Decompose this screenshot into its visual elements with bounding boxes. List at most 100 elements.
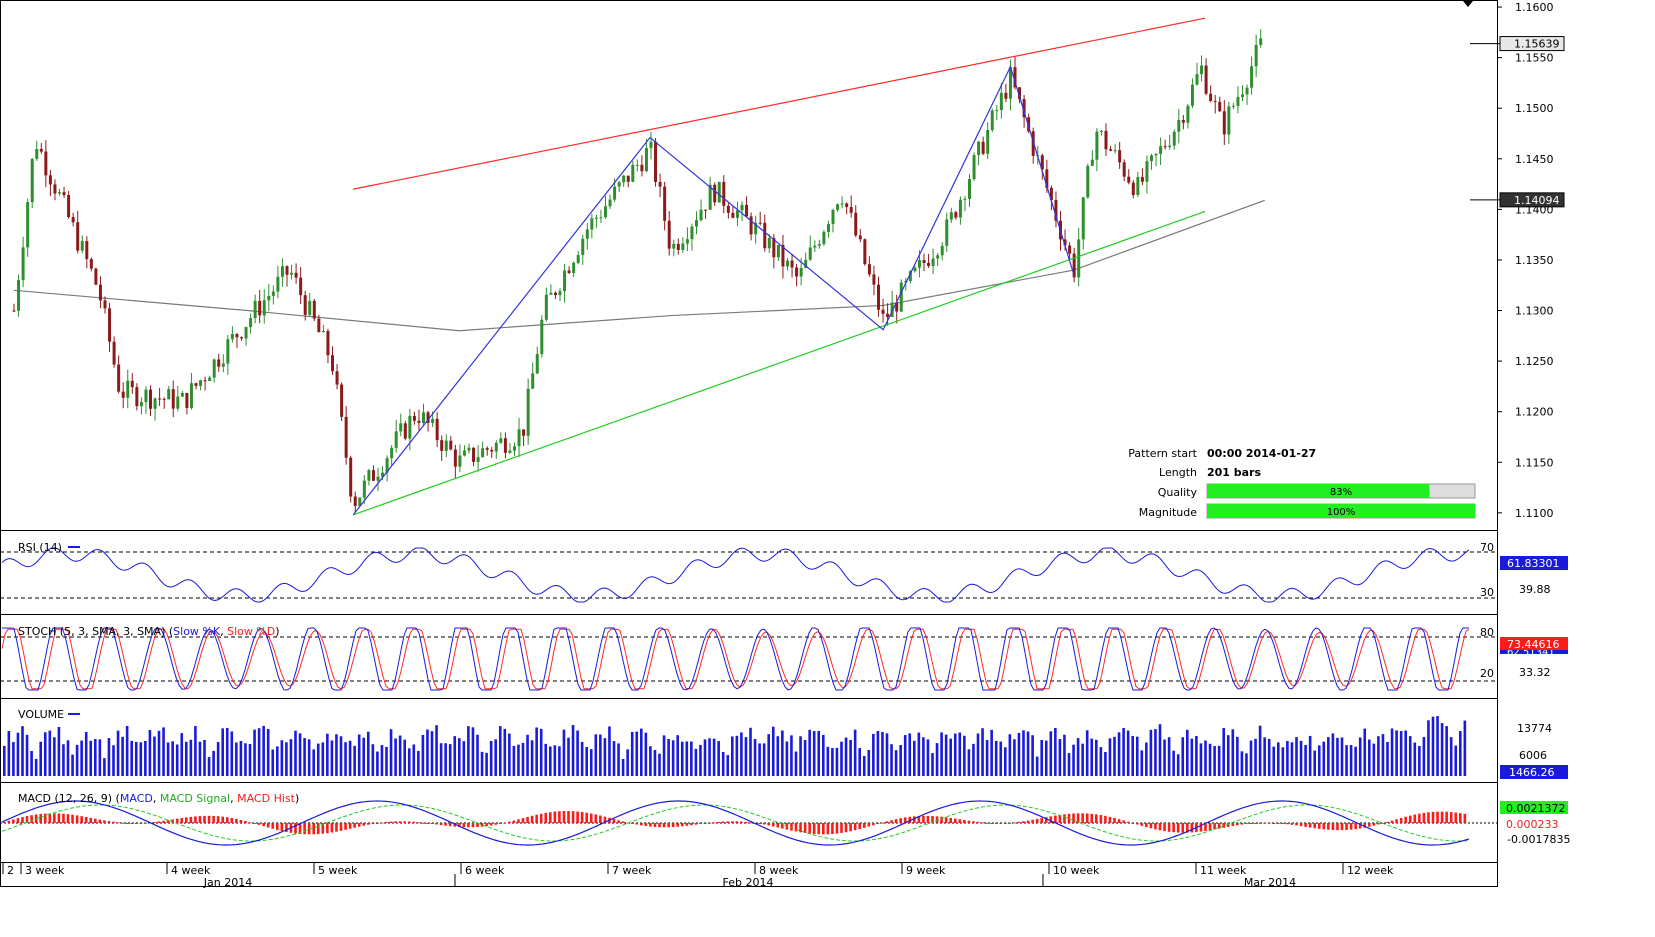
candle-up xyxy=(249,318,253,328)
candle-up xyxy=(1081,197,1085,240)
candle-up xyxy=(549,292,553,295)
volume-bar xyxy=(1368,739,1371,776)
candle-up xyxy=(517,429,521,447)
volume-bar xyxy=(1117,732,1121,776)
volume-bar xyxy=(685,741,689,776)
candle-up xyxy=(1077,239,1081,278)
macd-hist-bar xyxy=(476,823,479,828)
volume-bar xyxy=(330,740,334,776)
macd-hist-bar xyxy=(494,823,497,825)
volume-bar xyxy=(1140,750,1144,776)
volume-bar xyxy=(503,728,507,776)
volume-bar xyxy=(799,736,802,776)
volume-bar xyxy=(312,749,315,776)
macd-hist-bar xyxy=(239,819,243,823)
volume-bar xyxy=(872,733,875,776)
candle-up xyxy=(394,431,398,448)
volume-bar xyxy=(767,734,770,776)
candle-up xyxy=(531,373,535,389)
price-tick-label: 1.1250 xyxy=(1515,355,1554,368)
candle-up xyxy=(995,110,999,112)
volume-bar xyxy=(644,732,648,776)
macd-hist-bar xyxy=(1295,823,1298,826)
candle-up xyxy=(799,267,803,277)
macd-hist-bar xyxy=(1154,823,1157,830)
volume-bar xyxy=(248,744,252,776)
macd-hist-bar xyxy=(649,823,652,827)
macd-hist-bar xyxy=(1222,823,1225,828)
macd-hist-bar xyxy=(621,821,625,823)
volume-bar xyxy=(43,732,47,776)
stoch-comma: , xyxy=(220,625,227,638)
magnitude-bar-fill xyxy=(1207,504,1475,518)
volume-bar xyxy=(717,741,720,776)
candle-up xyxy=(1241,94,1244,97)
week-label: 5 week xyxy=(318,864,358,877)
volume-title: VOLUME xyxy=(18,708,64,721)
macd-hist-bar xyxy=(1408,815,1412,823)
volume-bar xyxy=(430,731,434,776)
macd-hist-bar xyxy=(835,823,839,834)
volume-bar xyxy=(1317,745,1321,776)
volume-bar xyxy=(858,748,861,776)
candle-up xyxy=(945,219,949,246)
candle-down xyxy=(981,141,985,154)
macd-hist-bar xyxy=(1040,818,1043,823)
candle-up xyxy=(126,380,130,398)
candle-up xyxy=(544,294,548,320)
macd-hist-bar xyxy=(699,823,702,825)
volume-bar xyxy=(1245,753,1248,776)
current-bar-marker-icon xyxy=(1463,1,1473,7)
macd-hist-bar xyxy=(712,822,716,824)
macd-hist-bar xyxy=(1258,822,1262,824)
macd-hist-bar xyxy=(894,819,898,823)
volume-bar xyxy=(1308,735,1312,776)
candle-down xyxy=(676,243,680,250)
macd-hist-bar xyxy=(307,823,311,835)
macd-hist-bar xyxy=(1163,823,1166,832)
macd-hist-bar xyxy=(53,813,56,823)
volume-bar xyxy=(726,755,730,776)
macd-hist-bar xyxy=(1076,813,1080,823)
volume-bar xyxy=(1104,752,1107,776)
macd-hist-bar xyxy=(1122,820,1125,823)
macd-hist-bar xyxy=(935,816,939,823)
candle-down xyxy=(117,364,121,392)
macd-hist-bar xyxy=(212,815,215,823)
candle-down xyxy=(440,440,444,451)
volume-bar xyxy=(558,746,561,776)
volume-bar xyxy=(922,737,925,776)
candle-up xyxy=(1227,106,1231,135)
stoch-panel-frame xyxy=(0,614,1498,699)
candle-up xyxy=(226,339,230,364)
macd-comma-2: , xyxy=(230,792,237,805)
macd-hist-bar xyxy=(462,823,466,828)
candle-down xyxy=(772,237,776,258)
macd-hist-bar xyxy=(426,823,429,824)
macd-hist-bar xyxy=(953,818,957,823)
macd-hist-bar xyxy=(39,813,42,823)
candle-up xyxy=(189,383,193,408)
macd-hist-bar xyxy=(562,811,566,823)
stoch-level-20: 20 xyxy=(1480,667,1494,680)
macd-hist-bar xyxy=(1044,817,1048,823)
candle-up xyxy=(1145,161,1149,182)
macd-hist-bar xyxy=(612,819,616,823)
candle-up xyxy=(622,175,626,183)
candle-down xyxy=(1140,177,1144,182)
macd-hist-bar xyxy=(1331,823,1335,831)
macd-hist-bar xyxy=(544,812,548,823)
candle-up xyxy=(271,291,275,296)
macd-hist-bar xyxy=(121,822,124,824)
candle-down xyxy=(48,175,52,185)
macd-hist-bar xyxy=(685,823,689,826)
macd-hist-bar xyxy=(976,821,980,823)
candle-up xyxy=(212,359,216,378)
volume-bar xyxy=(253,729,256,776)
candle-down xyxy=(895,302,899,312)
volume-bar xyxy=(12,742,15,776)
macd-hist-bar xyxy=(599,815,602,823)
candle-down xyxy=(135,387,139,407)
candle-down xyxy=(194,383,198,386)
volume-bar xyxy=(244,743,247,776)
